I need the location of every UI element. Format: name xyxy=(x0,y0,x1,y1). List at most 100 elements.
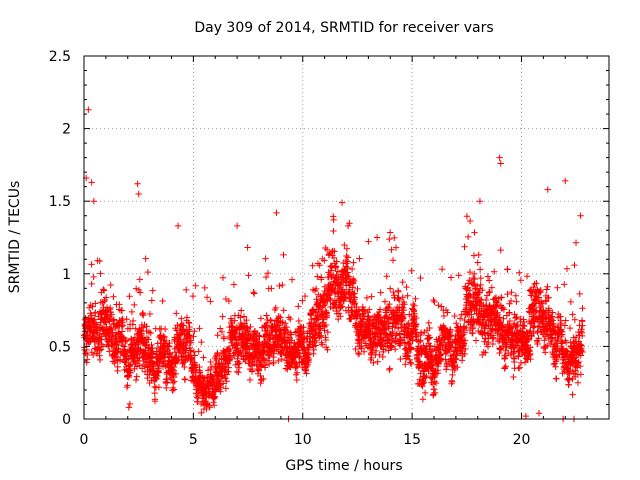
data-point xyxy=(500,315,507,322)
data-point xyxy=(579,322,586,329)
data-point xyxy=(392,244,400,251)
data-point xyxy=(351,294,358,301)
data-point xyxy=(376,306,384,313)
data-point xyxy=(238,307,245,314)
data-point xyxy=(96,356,104,364)
data-point xyxy=(280,251,287,259)
data-point xyxy=(395,288,402,296)
data-point xyxy=(566,376,573,383)
data-point xyxy=(85,106,92,113)
data-point xyxy=(147,329,154,337)
data-point xyxy=(412,295,419,302)
data-point xyxy=(475,251,482,259)
data-point xyxy=(260,375,267,383)
data-point xyxy=(389,257,397,264)
data-point xyxy=(461,337,469,344)
data-point xyxy=(513,298,520,305)
data-point xyxy=(230,352,238,360)
data-point xyxy=(477,281,484,289)
data-point xyxy=(419,382,426,390)
data-point xyxy=(312,331,319,339)
data-point xyxy=(426,334,434,341)
data-point xyxy=(136,354,143,362)
data-point xyxy=(472,337,480,344)
data-point xyxy=(482,296,490,304)
data-point xyxy=(136,276,144,283)
data-point xyxy=(407,344,415,351)
data-point xyxy=(157,346,165,354)
data-point xyxy=(132,325,139,332)
data-point xyxy=(430,296,437,304)
data-point xyxy=(461,350,468,358)
data-point xyxy=(196,325,203,332)
data-point xyxy=(300,338,307,346)
data-point xyxy=(497,160,504,167)
data-point xyxy=(207,298,214,305)
data-point xyxy=(173,352,180,360)
data-point xyxy=(352,345,359,353)
data-point xyxy=(561,322,569,329)
data-point xyxy=(511,355,518,362)
data-point xyxy=(263,312,270,319)
data-point xyxy=(299,297,306,304)
data-point xyxy=(527,320,534,327)
data-point xyxy=(195,348,202,355)
data-point xyxy=(323,246,331,253)
data-point xyxy=(301,292,309,300)
data-point xyxy=(219,313,226,320)
data-point xyxy=(153,375,160,382)
data-point xyxy=(528,332,536,340)
data-point xyxy=(473,301,481,308)
data-point xyxy=(257,379,264,387)
data-point xyxy=(417,337,424,344)
data-point xyxy=(102,319,110,326)
data-point xyxy=(123,316,130,323)
data-point xyxy=(172,370,180,378)
data-point xyxy=(330,216,337,224)
data-point xyxy=(272,304,280,312)
data-point xyxy=(146,310,154,318)
data-point xyxy=(240,356,248,363)
data-point xyxy=(283,323,290,331)
data-point xyxy=(144,374,151,382)
data-point xyxy=(397,335,404,343)
data-point xyxy=(494,300,501,308)
data-point xyxy=(123,337,131,344)
data-point xyxy=(574,379,582,386)
data-point xyxy=(566,324,574,332)
data-point xyxy=(367,334,375,342)
data-point xyxy=(287,315,294,323)
data-point xyxy=(257,363,265,371)
data-point xyxy=(312,337,320,344)
data-point xyxy=(464,233,472,241)
data-point xyxy=(434,369,442,377)
data-point xyxy=(263,319,271,327)
data-point xyxy=(514,321,522,329)
data-point xyxy=(470,280,477,288)
data-point xyxy=(288,337,295,344)
data-point xyxy=(348,265,356,273)
data-point xyxy=(520,316,527,323)
data-point xyxy=(460,339,468,347)
data-point xyxy=(159,297,166,305)
data-point xyxy=(504,266,511,273)
data-point xyxy=(431,298,438,306)
data-point xyxy=(135,190,142,198)
data-point xyxy=(219,380,227,387)
data-point xyxy=(447,343,455,350)
data-point xyxy=(483,318,490,326)
data-point xyxy=(187,347,194,354)
data-point xyxy=(496,314,503,321)
data-point xyxy=(237,314,244,321)
data-point xyxy=(405,323,413,330)
data-point xyxy=(329,305,337,312)
data-point xyxy=(407,360,415,368)
data-point xyxy=(472,286,479,293)
data-point xyxy=(404,348,411,356)
data-point xyxy=(340,259,347,267)
data-point xyxy=(396,296,403,304)
data-point xyxy=(191,328,198,335)
data-point xyxy=(277,314,284,321)
data-point xyxy=(222,375,229,382)
data-point xyxy=(397,321,405,328)
